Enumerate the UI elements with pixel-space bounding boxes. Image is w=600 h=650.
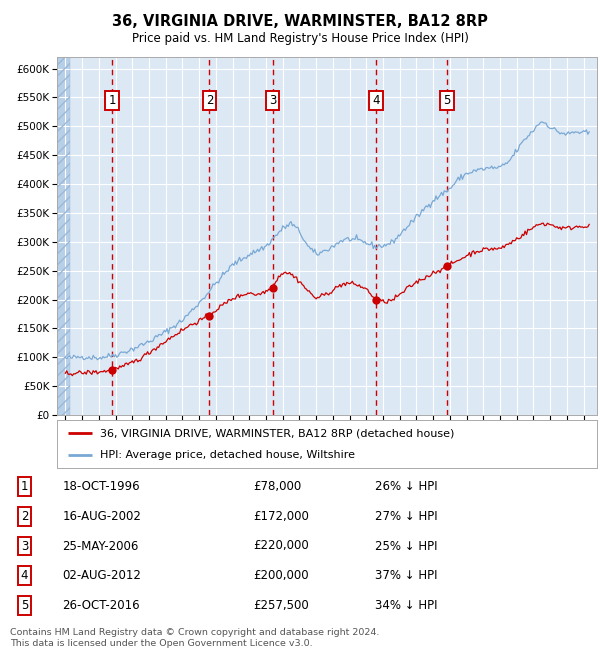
Text: 4: 4 bbox=[21, 569, 28, 582]
Text: £78,000: £78,000 bbox=[254, 480, 302, 493]
Text: Contains HM Land Registry data © Crown copyright and database right 2024.: Contains HM Land Registry data © Crown c… bbox=[10, 628, 379, 637]
Text: 2: 2 bbox=[206, 94, 213, 107]
Text: 27% ↓ HPI: 27% ↓ HPI bbox=[376, 510, 438, 523]
Text: 3: 3 bbox=[21, 540, 28, 552]
Text: 1: 1 bbox=[108, 94, 116, 107]
Text: 5: 5 bbox=[21, 599, 28, 612]
Text: 2: 2 bbox=[21, 510, 28, 523]
Text: 26% ↓ HPI: 26% ↓ HPI bbox=[376, 480, 438, 493]
Text: £220,000: £220,000 bbox=[254, 540, 310, 552]
Text: This data is licensed under the Open Government Licence v3.0.: This data is licensed under the Open Gov… bbox=[10, 639, 313, 648]
Text: 16-AUG-2002: 16-AUG-2002 bbox=[62, 510, 141, 523]
Text: 36, VIRGINIA DRIVE, WARMINSTER, BA12 8RP: 36, VIRGINIA DRIVE, WARMINSTER, BA12 8RP bbox=[112, 14, 488, 29]
Text: 26-OCT-2016: 26-OCT-2016 bbox=[62, 599, 140, 612]
Text: 37% ↓ HPI: 37% ↓ HPI bbox=[376, 569, 438, 582]
Text: 02-AUG-2012: 02-AUG-2012 bbox=[62, 569, 141, 582]
Text: 3: 3 bbox=[269, 94, 277, 107]
Text: 34% ↓ HPI: 34% ↓ HPI bbox=[376, 599, 438, 612]
Bar bbox=[57, 57, 70, 415]
Text: £172,000: £172,000 bbox=[254, 510, 310, 523]
Bar bbox=[57, 57, 70, 415]
Text: 25-MAY-2006: 25-MAY-2006 bbox=[62, 540, 139, 552]
Text: 25% ↓ HPI: 25% ↓ HPI bbox=[376, 540, 438, 552]
Text: 1: 1 bbox=[21, 480, 28, 493]
Text: 18-OCT-1996: 18-OCT-1996 bbox=[62, 480, 140, 493]
Text: HPI: Average price, detached house, Wiltshire: HPI: Average price, detached house, Wilt… bbox=[100, 450, 355, 460]
Text: 5: 5 bbox=[443, 94, 451, 107]
Text: Price paid vs. HM Land Registry's House Price Index (HPI): Price paid vs. HM Land Registry's House … bbox=[131, 32, 469, 45]
Text: £257,500: £257,500 bbox=[254, 599, 310, 612]
Text: 4: 4 bbox=[372, 94, 380, 107]
Text: £200,000: £200,000 bbox=[254, 569, 309, 582]
Text: 36, VIRGINIA DRIVE, WARMINSTER, BA12 8RP (detached house): 36, VIRGINIA DRIVE, WARMINSTER, BA12 8RP… bbox=[100, 428, 455, 439]
